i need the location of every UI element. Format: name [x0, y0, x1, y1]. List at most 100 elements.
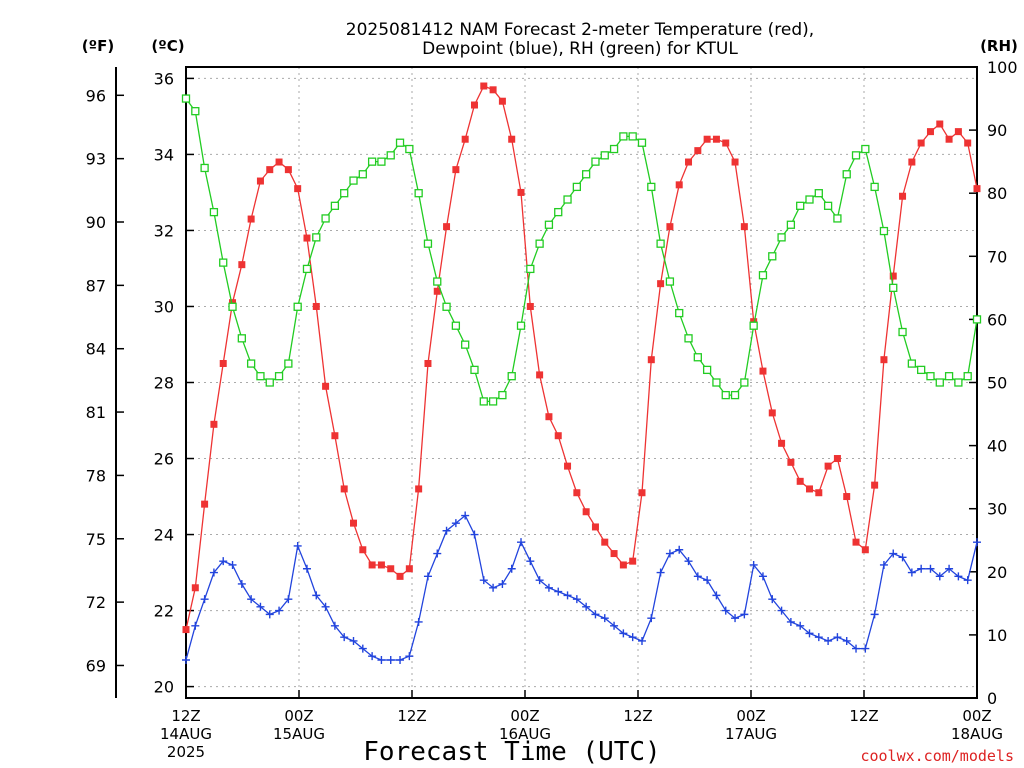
temperature-point: [405, 565, 413, 573]
dewpoint-point: [647, 614, 656, 623]
dewpoint-point: [368, 652, 377, 661]
f-tick-label: 75: [86, 530, 106, 549]
temperature-point: [182, 626, 190, 634]
rh-point: [563, 195, 572, 204]
temperature-point: [796, 477, 804, 485]
rh-point: [321, 214, 330, 223]
f-tick-label: 87: [86, 276, 106, 295]
rh-point: [256, 372, 265, 381]
rh-point: [442, 302, 451, 311]
rh-point: [423, 239, 433, 248]
x-axis-label: Forecast Time (UTC): [363, 737, 660, 767]
temperature-point: [936, 120, 944, 128]
temperature-point: [312, 302, 320, 310]
rh-point: [693, 353, 702, 362]
x-tick-label: 15AUG: [273, 725, 325, 743]
fahrenheit-axis: 69 72 75 78 81 84 87 90 93 96: [86, 86, 124, 675]
temperature-point: [433, 287, 441, 295]
rh-point: [842, 170, 851, 179]
temperature-line: [185, 85, 978, 630]
rh-point: [805, 195, 814, 204]
dewpoint-point: [470, 530, 479, 539]
rh-point: [302, 264, 312, 274]
temperature-point: [322, 382, 330, 390]
dewpoint-point: [302, 564, 311, 573]
rh-point: [470, 365, 479, 375]
temperature-point: [387, 565, 395, 573]
temperature-point: [712, 135, 720, 143]
rh-point: [702, 365, 712, 375]
dewpoint-point: [451, 519, 460, 528]
dewpoint-point: [665, 549, 674, 558]
dewpoint-point: [358, 644, 367, 653]
dewpoint-point: [805, 629, 814, 638]
rh-point: [265, 378, 274, 387]
dewpoint-point: [777, 606, 786, 615]
rh-point: [526, 264, 535, 274]
temperature-point: [461, 135, 469, 143]
c-tick-label: 22: [154, 602, 174, 621]
dewpoint-point: [228, 560, 237, 569]
c-tick-label: 34: [154, 145, 174, 164]
temperature-point: [861, 546, 869, 554]
temperature-point: [880, 356, 888, 364]
c-tick-label: 24: [154, 526, 174, 545]
f-tick-label: 93: [86, 150, 106, 169]
temperature-point: [926, 128, 934, 136]
rh-point: [358, 170, 367, 179]
dewpoint-point: [619, 629, 628, 638]
dewpoint-point: [731, 614, 740, 623]
temperature-point: [275, 158, 283, 166]
temperature-point: [396, 572, 404, 580]
temperature-point: [657, 280, 665, 288]
temperature-point: [899, 192, 907, 200]
temperature-point: [210, 420, 218, 428]
temperature-point: [415, 485, 423, 493]
rh-point: [488, 397, 498, 406]
dewpoint-point: [833, 633, 842, 642]
temperature-point: [359, 546, 367, 554]
dewpoint-line: [185, 514, 978, 661]
x-tick-label: 00Z: [510, 707, 539, 725]
dewpoint-point: [796, 621, 805, 630]
rh-point: [935, 378, 944, 387]
dewpoint-point: [544, 583, 553, 592]
dewpoint-point: [563, 591, 572, 600]
dewpoint-point: [414, 617, 423, 626]
rh-point: [572, 182, 581, 192]
temperature-point: [778, 439, 786, 447]
rh-point: [749, 321, 758, 330]
dewpoint-point: [684, 557, 693, 566]
temperature-point: [219, 359, 227, 367]
temperature-point: [294, 185, 302, 193]
f-tick-label: 90: [86, 213, 106, 232]
x-tick-label: 2025: [167, 743, 205, 761]
f-tick-label: 69: [86, 656, 106, 675]
x-tick-label: 14AUG: [160, 725, 212, 743]
temperature-point: [498, 97, 506, 105]
temperature-point: [824, 462, 832, 470]
c-tick-label: 26: [154, 450, 174, 469]
rh-point: [395, 138, 405, 147]
dewpoint-point: [284, 595, 293, 604]
dewpoint-point: [852, 644, 861, 653]
temperature-point: [489, 86, 497, 94]
rh-point: [619, 132, 628, 141]
rh-tick-label: 0: [987, 689, 997, 708]
temperature-point: [871, 481, 879, 489]
temperature-point: [843, 493, 851, 501]
temperature-point: [945, 135, 953, 143]
rh-unit-label: (RH): [980, 37, 1018, 55]
rh-point: [786, 220, 796, 229]
temperature-point: [247, 215, 255, 223]
f-tick-label: 84: [86, 340, 106, 359]
x-tick-label: 12Z: [849, 707, 878, 725]
dewpoint-point: [247, 595, 256, 604]
rh-point: [889, 283, 898, 293]
temperature-point: [759, 367, 767, 375]
rh-point: [740, 378, 749, 387]
dewpoint-point: [293, 541, 302, 550]
temperature-point: [331, 432, 339, 440]
rh-point: [535, 239, 544, 248]
rh-point: [367, 157, 377, 166]
